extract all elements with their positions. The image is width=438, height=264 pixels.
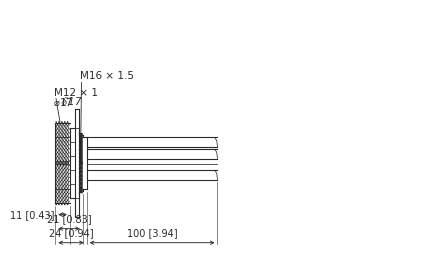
Text: M12 × 1: M12 × 1 — [54, 88, 98, 98]
Text: 11 [0.43]: 11 [0.43] — [10, 210, 54, 220]
Text: 24 [0.94]: 24 [0.94] — [49, 228, 93, 238]
Text: ⌀: ⌀ — [53, 98, 59, 109]
Text: 17: 17 — [60, 98, 73, 109]
Text: 21 [0.83]: 21 [0.83] — [47, 214, 91, 224]
Text: 100 [3.94]: 100 [3.94] — [127, 228, 177, 238]
Text: M16 × 1.5: M16 × 1.5 — [80, 71, 134, 81]
Text: $\mathscr{S}$17: $\mathscr{S}$17 — [60, 95, 83, 107]
